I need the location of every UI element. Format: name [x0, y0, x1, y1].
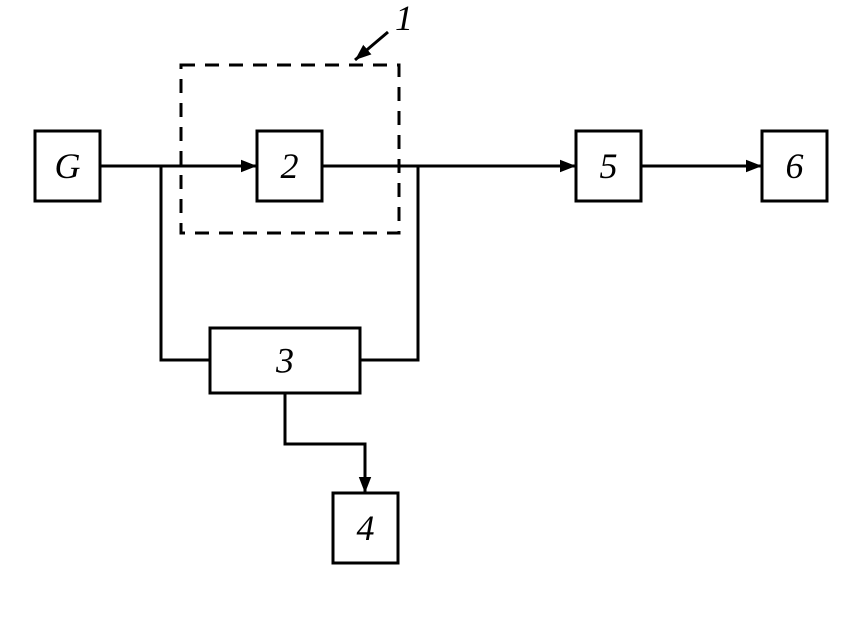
label-pointer-text: 1 [395, 0, 413, 38]
node-label-6: 6 [786, 146, 804, 186]
node-4: 4 [333, 493, 398, 563]
node-5: 5 [576, 131, 641, 201]
node-label-4: 4 [357, 508, 375, 548]
node-6: 6 [762, 131, 827, 201]
node-label-3: 3 [275, 341, 294, 381]
edge-G-tap-3-left [161, 166, 210, 360]
node-label-5: 5 [600, 146, 618, 186]
node-label-2: 2 [281, 146, 299, 186]
node-G: G [35, 131, 100, 201]
node-3: 3 [210, 328, 360, 393]
node-label-G: G [55, 146, 81, 186]
edge-2-out-tap-3-right [360, 166, 418, 360]
edge-3-4 [285, 393, 365, 493]
node-2: 2 [257, 131, 322, 201]
label-pointer-arrow [355, 32, 388, 60]
